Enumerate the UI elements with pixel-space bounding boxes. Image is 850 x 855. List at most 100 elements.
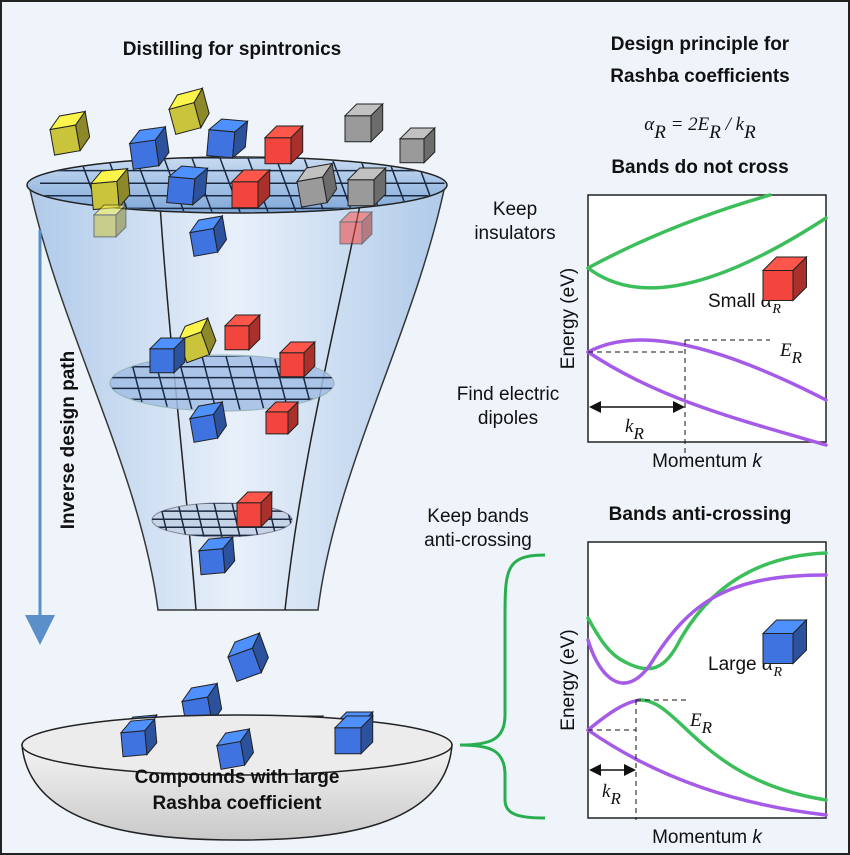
cube-face (360, 714, 374, 755)
formula: αR = 2ER / kR (644, 114, 756, 143)
cube-face (189, 227, 219, 257)
band-curve (586, 350, 828, 447)
cube-face (303, 340, 316, 379)
cube-face (399, 138, 425, 164)
material-sub: R (772, 665, 782, 680)
cube-face (296, 176, 328, 208)
cube-face (193, 86, 210, 129)
cube-face (198, 548, 226, 576)
cube-face (189, 413, 219, 443)
grid-line (275, 158, 297, 212)
bowl-label: Compounds with large (135, 767, 340, 788)
cube-face (222, 535, 236, 574)
band-curve (586, 338, 828, 402)
energy-symbol-base: E (779, 340, 792, 361)
cube-face (231, 181, 259, 209)
cube-face (339, 221, 363, 245)
formula-sub: R (653, 122, 666, 143)
cube (188, 400, 227, 443)
formula-part: / k (721, 114, 745, 135)
cube-face (129, 139, 160, 170)
cube-face (322, 162, 338, 204)
cube-face (115, 203, 127, 239)
cube (227, 631, 269, 683)
y-axis-label: Energy (eV) (558, 268, 579, 369)
band-curve (586, 216, 828, 290)
material-word: Large (708, 654, 757, 675)
cube-face (792, 255, 807, 302)
cube-face (154, 125, 170, 167)
curves (586, 193, 828, 447)
momentum-symbol-sub: R (632, 424, 644, 443)
cube-face (192, 167, 209, 206)
left-title: Distilling for spintronics (123, 39, 342, 60)
cube (206, 118, 249, 159)
cube-face (260, 490, 273, 529)
momentum-symbol-base: k (602, 781, 611, 802)
momentum-symbol-sub: R (609, 789, 621, 808)
cube (89, 167, 131, 211)
grid-line (273, 356, 289, 410)
right-title: Design principle for (611, 34, 790, 55)
cube-face (166, 176, 196, 206)
cube-face (144, 717, 158, 756)
formula-sub: R (743, 122, 756, 143)
cube-face (212, 214, 227, 254)
x-axis-word: Momentum (652, 827, 747, 848)
x-axis-symbol: k (752, 451, 763, 472)
cube (761, 255, 808, 302)
energy-symbol-sub: R (791, 348, 803, 367)
cube (264, 400, 300, 436)
cube-face (290, 124, 304, 165)
cube-face (232, 120, 249, 159)
cube (148, 336, 187, 375)
curves (586, 551, 828, 817)
cube-face (334, 727, 362, 755)
cube-face (264, 137, 292, 165)
cube (197, 535, 236, 576)
momentum-symbol: kR (602, 781, 621, 808)
cube-face (762, 633, 794, 664)
cube-face (361, 210, 373, 246)
cube (333, 714, 374, 755)
cube-face (173, 336, 186, 375)
cube-face (212, 400, 227, 440)
cube-face (792, 618, 807, 665)
band-curve (586, 616, 627, 664)
bowl-label: Rashba coefficient (153, 793, 323, 814)
material-word: Small (708, 291, 756, 312)
cube (92, 203, 128, 239)
cube (278, 340, 317, 379)
stage-label: dipoles (478, 408, 538, 429)
momentum-symbol: kR (625, 416, 644, 443)
formula-part: = 2E (666, 114, 710, 135)
cube-face (257, 168, 271, 209)
energy-symbol: ER (779, 340, 803, 367)
cube (128, 125, 170, 170)
funnel-edge (159, 204, 197, 611)
cube (343, 102, 384, 143)
momentum-symbol-base: k (625, 416, 634, 437)
x-axis-label: Momentum k (652, 451, 763, 472)
band-curve (586, 193, 772, 270)
cube (235, 490, 274, 529)
cube (188, 214, 227, 257)
stage-label: Find electric (457, 384, 559, 405)
cube-face (206, 129, 236, 159)
band-curve (648, 573, 828, 667)
cube-face (344, 115, 372, 143)
cube-face (75, 110, 91, 152)
cube-face (265, 411, 289, 435)
stage-label: Keep (493, 199, 537, 220)
x-axis-word: Momentum (652, 451, 747, 472)
cube (295, 162, 338, 208)
cube-face (224, 325, 250, 351)
formula-sub: R (708, 122, 721, 143)
grid-line (231, 503, 241, 537)
cube (48, 110, 91, 156)
cube-face (347, 179, 375, 207)
grid-line (195, 503, 205, 537)
panel-box (587, 541, 827, 819)
grid-line (225, 356, 241, 410)
